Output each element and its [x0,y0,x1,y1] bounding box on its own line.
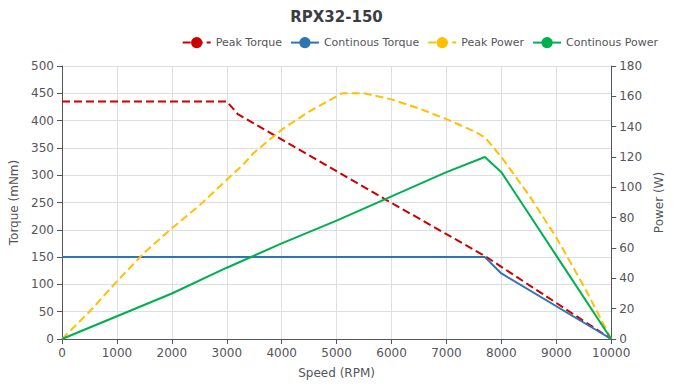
svg-text:500: 500 [31,59,54,73]
svg-text:150: 150 [31,250,54,264]
svg-text:Torque (mNm): Torque (mNm) [7,160,21,247]
svg-text:0: 0 [58,346,66,360]
svg-text:Speed (RPM): Speed (RPM) [298,366,375,380]
svg-text:100: 100 [619,180,642,194]
svg-text:80: 80 [619,211,634,225]
svg-text:Continous Torque: Continous Torque [324,36,420,49]
svg-text:9000: 9000 [541,346,572,360]
svg-text:0: 0 [619,332,627,346]
svg-text:4000: 4000 [266,346,297,360]
svg-text:50: 50 [39,305,54,319]
svg-text:160: 160 [619,89,642,103]
svg-text:0: 0 [46,332,54,346]
svg-text:300: 300 [31,168,54,182]
svg-text:400: 400 [31,114,54,128]
svg-text:100: 100 [31,277,54,291]
svg-text:40: 40 [619,271,634,285]
svg-text:Power (W): Power (W) [652,172,666,233]
svg-text:20: 20 [619,302,634,316]
svg-text:3000: 3000 [211,346,242,360]
svg-text:450: 450 [31,86,54,100]
svg-text:2000: 2000 [157,346,188,360]
svg-text:Continous Power: Continous Power [566,36,658,49]
svg-text:180: 180 [619,59,642,73]
svg-text:60: 60 [619,241,634,255]
svg-text:140: 140 [619,120,642,134]
svg-text:7000: 7000 [431,346,462,360]
svg-text:350: 350 [31,141,54,155]
svg-text:6000: 6000 [376,346,407,360]
svg-text:10000: 10000 [592,346,630,360]
svg-text:RPX32-150: RPX32-150 [290,8,383,26]
svg-text:1000: 1000 [102,346,133,360]
svg-text:5000: 5000 [321,346,352,360]
svg-text:8000: 8000 [486,346,517,360]
svg-text:200: 200 [31,223,54,237]
svg-text:Peak Power: Peak Power [461,36,524,49]
svg-text:120: 120 [619,150,642,164]
svg-text:250: 250 [31,196,54,210]
svg-text:Peak Torque: Peak Torque [216,36,282,49]
